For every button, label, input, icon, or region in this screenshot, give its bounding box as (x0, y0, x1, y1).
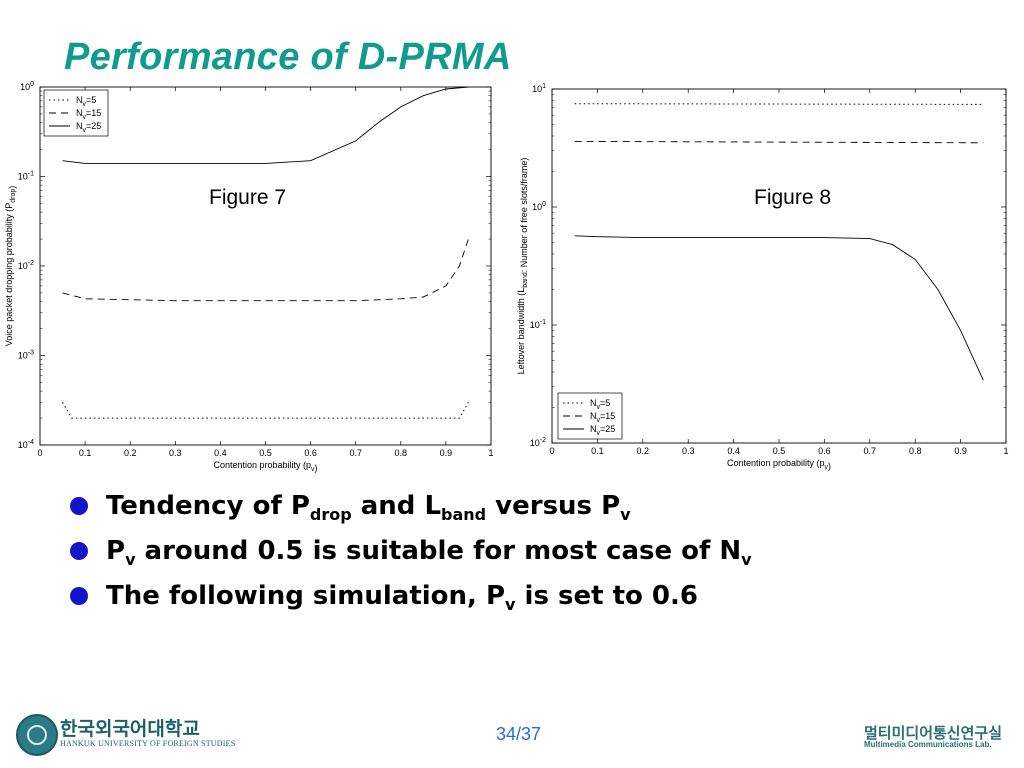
x-tick-label: 0.3 (169, 448, 182, 458)
series-line (574, 140, 984, 144)
y-tick-label: 100 (20, 81, 34, 92)
y-axis-label: Voice packet dropping probability (Pdrop… (4, 186, 17, 347)
x-tick-label: 0.6 (304, 448, 317, 458)
figure-7-chart: 0 0.1 0.2 0.3 0.4 0.5 0.6 0.7 0.8 0.9 1 10-4 10-3 10-… (4, 81, 494, 473)
legend-entry: Nv=25 (76, 121, 101, 134)
x-tick-label: 0.5 (773, 446, 786, 456)
series-line (574, 103, 984, 105)
lab-name-kr: 멀티미디어통신연구실 (864, 724, 1003, 742)
footer: 한국외국어대학교 HANKUK UNIVERSITY OF FOREIGN ST… (0, 700, 1024, 768)
bullet-text: P (106, 536, 126, 566)
x-axis-label: Contention probability (pv) (213, 460, 317, 473)
university-seal-icon (16, 714, 58, 756)
x-tick-label: 0.4 (727, 446, 740, 456)
bullet-subscript: drop (309, 505, 352, 524)
y-tick-label: 10-2 (530, 437, 546, 448)
x-tick-label: 0 (549, 446, 554, 456)
university-name-en: HANKUK UNIVERSITY OF FOREIGN STUDIES (60, 739, 236, 748)
series-line (62, 86, 469, 164)
bullet-item: Pv around 0.5 is suitable for most case … (68, 531, 752, 576)
bullet-item: Tendency of Pdrop and Lband versus Pv (68, 486, 752, 531)
series-line (574, 235, 984, 381)
y-axis-label: Leftover bandwidth (Lband: Number of fre… (516, 158, 529, 375)
x-tick-label: 0.5 (259, 448, 272, 458)
x-tick-label: 0.6 (818, 446, 831, 456)
lab-name-en: Multimedia Communications Lab. (864, 740, 992, 749)
university-logo: 한국외국어대학교 HANKUK UNIVERSITY OF FOREIGN ST… (16, 714, 235, 758)
university-name-kr: 한국외국어대학교 (60, 718, 200, 740)
page-number: 34/37 (496, 724, 542, 744)
slide-title: Performance of D-PRMA (64, 36, 512, 78)
x-tick-label: 0.7 (864, 446, 877, 456)
legend-entry: Nv=25 (590, 424, 615, 437)
y-tick-label: 101 (532, 83, 546, 94)
figure-8-chart: 0 0.1 0.2 0.3 0.4 0.5 0.6 0.7 0.8 0.9 1 10-2 10-1 100… (516, 83, 1009, 471)
bullet-subscript: v (125, 550, 136, 569)
x-tick-label: 0.1 (79, 448, 92, 458)
x-tick-label: 0.2 (637, 446, 650, 456)
legend-entry: Nv=15 (590, 411, 615, 424)
y-tick-label: 10-2 (18, 260, 34, 271)
figure-7-label: Figure 7 (209, 186, 287, 209)
bullet-text: Tendency of P (106, 491, 310, 521)
legend-entry: Nv=15 (76, 108, 101, 121)
bullet-text: versus P (486, 491, 621, 521)
bullet-text: The following simulation, P (106, 581, 506, 611)
y-tick-label: 10-1 (18, 171, 34, 182)
bullet-subscript: v (620, 505, 631, 524)
bullet-list: Tendency of Pdrop and Lband versus Pv Pv … (68, 486, 752, 621)
x-tick-label: 1 (1003, 446, 1008, 456)
x-tick-label: 0.9 (954, 446, 967, 456)
x-tick-label: 0.9 (440, 448, 453, 458)
x-tick-label: 0.8 (909, 446, 922, 456)
legend-entry: Nv=5 (590, 398, 610, 411)
bullet-dot-icon (70, 497, 88, 515)
y-tick-label: 10-1 (530, 319, 546, 330)
x-tick-label: 0.1 (591, 446, 604, 456)
bullet-dot-icon (70, 587, 88, 605)
x-tick-label: 0.7 (349, 448, 362, 458)
y-tick-label: 10-4 (18, 439, 34, 450)
x-axis-label: Contention probability (pv) (727, 458, 831, 471)
x-tick-label: 0.3 (682, 446, 695, 456)
bullet-text: and L (351, 491, 442, 521)
x-tick-label: 0.4 (214, 448, 227, 458)
bullet-subscript: v (741, 550, 752, 569)
x-tick-label: 1 (488, 448, 493, 458)
legend-entry: Nv=5 (76, 95, 96, 108)
series-line (62, 402, 469, 419)
x-tick-label: 0.8 (395, 448, 408, 458)
bullet-dot-icon (70, 542, 88, 560)
x-tick-label: 0.2 (124, 448, 137, 458)
bullet-text: is set to 0.6 (515, 581, 698, 611)
series-line (62, 238, 469, 302)
y-tick-label: 10-3 (18, 350, 34, 361)
x-tick-label: 0 (37, 448, 42, 458)
bullet-subscript: v (505, 595, 516, 614)
bullet-item: The following simulation, Pv is set to 0… (68, 576, 752, 621)
y-tick-label: 100 (532, 201, 546, 212)
bullet-subscript: band (441, 505, 487, 524)
figure-8-label: Figure 8 (754, 186, 832, 209)
bullet-text: around 0.5 is suitable for most case of … (135, 536, 742, 566)
plot-frame (39, 86, 492, 446)
